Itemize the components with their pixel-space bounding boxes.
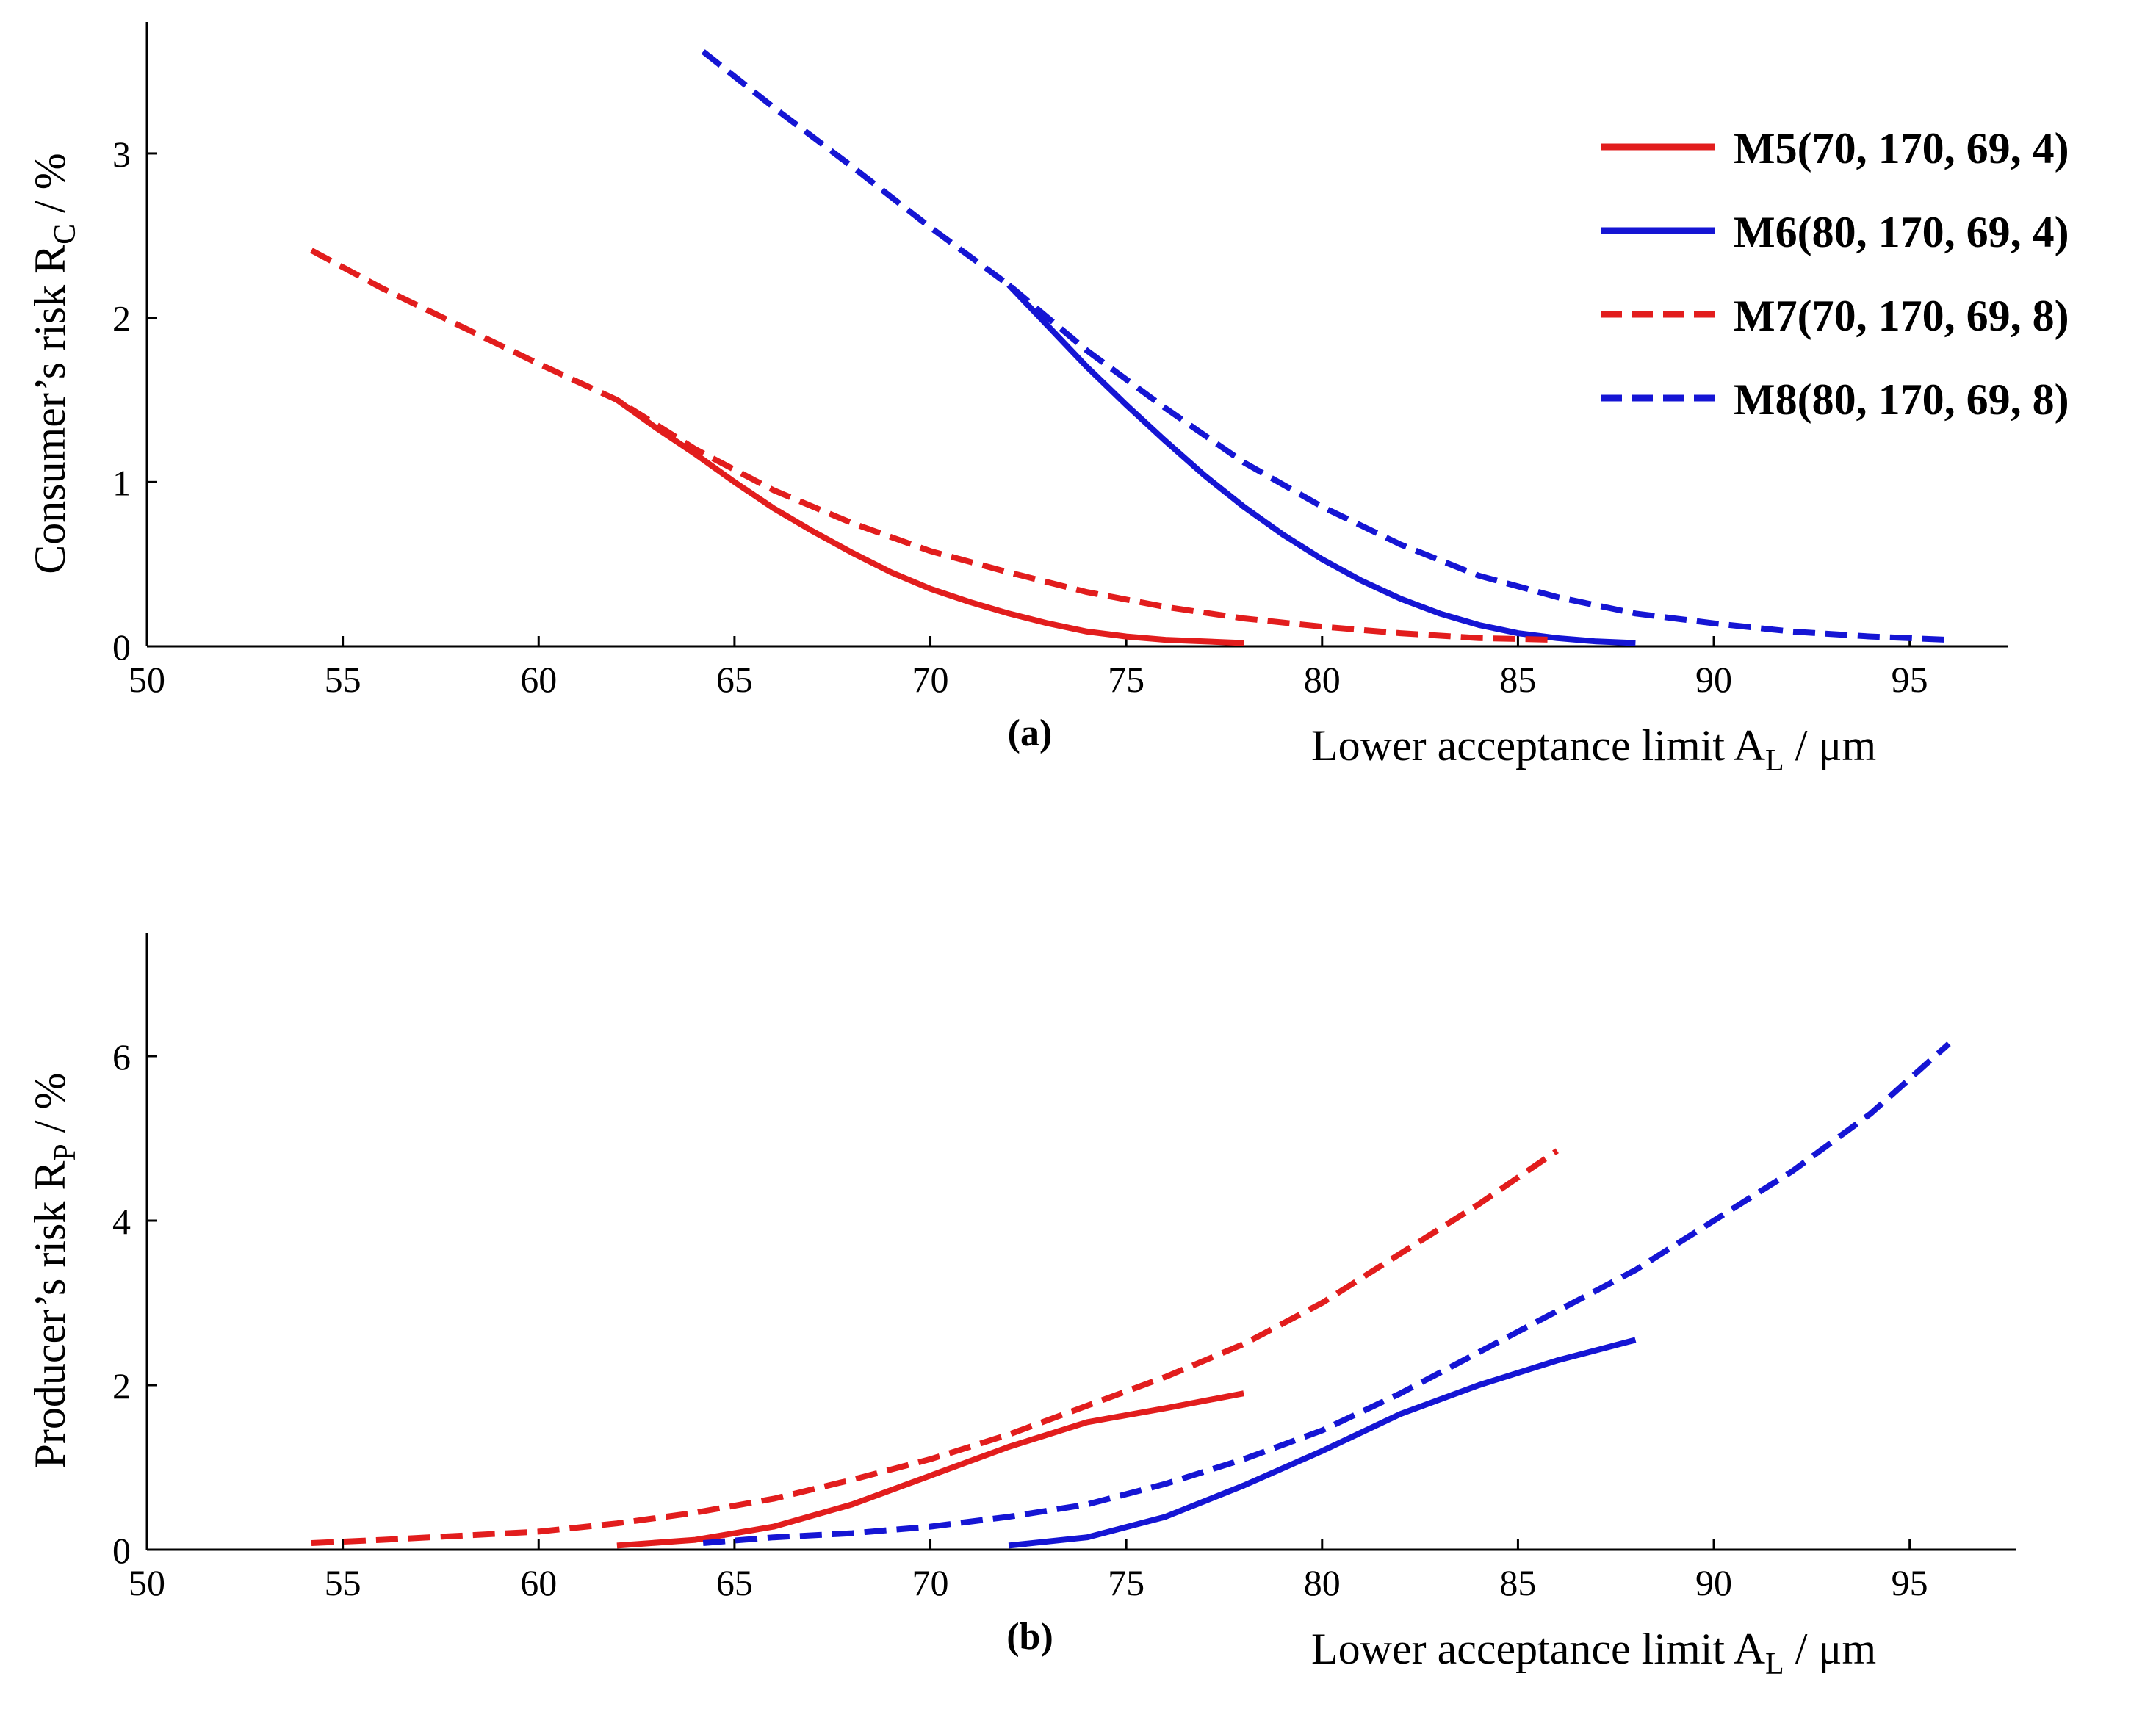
x-tick-label: 85 xyxy=(1499,659,1536,700)
y-axis-title-main: Consumer’s risk R xyxy=(26,245,74,574)
x-tick-label: 80 xyxy=(1304,659,1341,700)
y-tick-label: 3 xyxy=(112,134,131,175)
x-tick-label: 70 xyxy=(912,659,949,700)
x-tick-label: 50 xyxy=(129,1562,165,1603)
x-tick-label: 85 xyxy=(1499,1562,1536,1603)
x-tick-label: 75 xyxy=(1108,1562,1144,1603)
series-line-m8 xyxy=(701,49,1950,643)
x-tick-label: 55 xyxy=(325,1562,361,1603)
y-axis-title-unit: / % xyxy=(26,153,74,224)
legend-label: M8(80, 170, 69, 8) xyxy=(1734,375,2069,424)
y-tick-label: 2 xyxy=(112,1365,131,1406)
x-tick-label: 60 xyxy=(520,659,557,700)
legend-label: M6(80, 170, 69, 4) xyxy=(1734,208,2069,256)
x-tick-label: 95 xyxy=(1892,659,1928,700)
x-axis-title-unit: / μm xyxy=(1784,1625,1877,1673)
x-axis-title-subscript: L xyxy=(1765,1647,1784,1681)
x-axis-title-subscript: L xyxy=(1765,744,1784,778)
series-line-m7 xyxy=(311,1148,1559,1546)
series-line-m7 xyxy=(310,248,1557,643)
y-axis-title: Consumer’s risk RC / % xyxy=(26,153,82,574)
series-line-m8 xyxy=(702,1041,1951,1546)
y-tick-label: 0 xyxy=(112,1530,131,1571)
x-tick-label: 65 xyxy=(716,1562,753,1603)
x-tick-label: 90 xyxy=(1695,659,1732,700)
chart-panel-b: 50 55 60 65 70 75 80 85 90 95 0 2 4 6 (b) Lower accepta… xyxy=(26,933,2016,1681)
series-line-m5 xyxy=(616,1390,1244,1549)
chart-panel-a: 50 55 60 65 70 75 80 85 90 95 0 1 2 3 (a) Lower accepta… xyxy=(26,22,2008,778)
y-tick-label: 1 xyxy=(112,462,131,503)
legend-label: M7(70, 170, 69, 8) xyxy=(1734,292,2069,340)
y-tick-label: 2 xyxy=(112,298,131,339)
y-tick-label: 6 xyxy=(112,1036,131,1077)
x-tick-label: 95 xyxy=(1892,1562,1928,1603)
x-tick-label: 60 xyxy=(520,1562,557,1603)
legend: M5(70, 170, 69, 4) M6(80, 170, 69, 4) M7(7… xyxy=(1601,124,2069,424)
x-axis-title-main: Lower acceptance limit A xyxy=(1311,721,1765,770)
x-tick-label: 65 xyxy=(716,659,753,700)
y-tick-label: 0 xyxy=(112,626,131,668)
x-axis-title-main: Lower acceptance limit A xyxy=(1311,1625,1765,1673)
y-axis-title-subscript: C xyxy=(48,224,82,245)
x-tick-label: 80 xyxy=(1304,1562,1341,1603)
y-axis-title: Producer’s risk RP / % xyxy=(26,1073,82,1469)
x-tick-label: 55 xyxy=(325,659,361,700)
y-tick-label: 4 xyxy=(112,1201,131,1242)
panel-label: (a) xyxy=(1008,712,1053,754)
x-axis-title: Lower acceptance limit AL / μm xyxy=(1311,1625,1876,1681)
x-axis-title-unit: / μm xyxy=(1784,721,1877,770)
x-tick-label: 70 xyxy=(912,1562,949,1603)
x-axis-title: Lower acceptance limit AL / μm xyxy=(1311,721,1876,778)
series-line-m6 xyxy=(1006,283,1636,646)
y-axis-title-unit: / % xyxy=(26,1073,74,1144)
x-tick-label: 75 xyxy=(1108,659,1144,700)
x-tick-label: 90 xyxy=(1695,1562,1732,1603)
series-line-m6 xyxy=(1008,1337,1637,1549)
legend-label: M5(70, 170, 69, 4) xyxy=(1734,124,2069,173)
y-axis-title-subscript: P xyxy=(48,1144,82,1160)
series-line-m5 xyxy=(615,397,1244,646)
y-axis-title-main: Producer’s risk R xyxy=(26,1161,74,1469)
x-tick-label: 50 xyxy=(129,659,165,700)
panel-label: (b) xyxy=(1006,1616,1053,1658)
